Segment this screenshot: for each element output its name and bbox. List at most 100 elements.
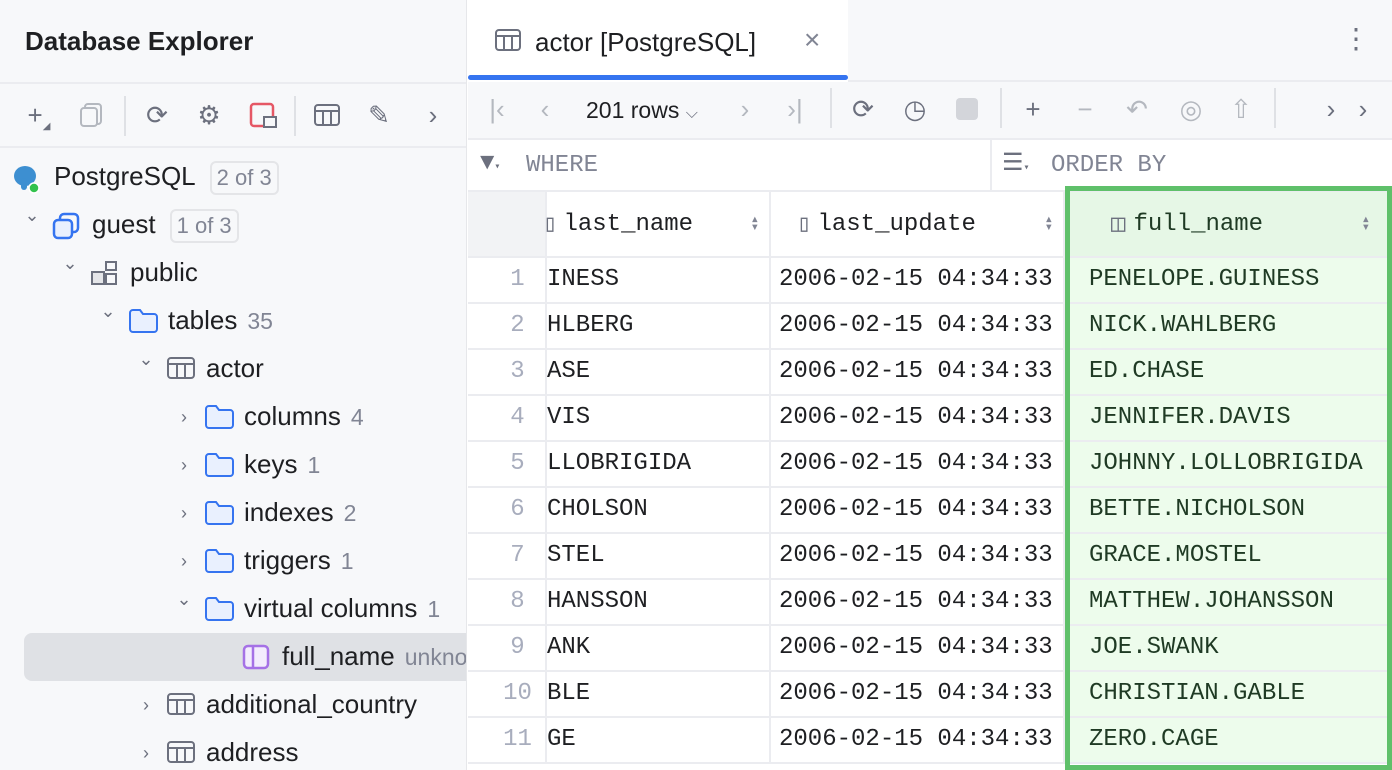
history-icon[interactable]: ◷ [903, 93, 927, 124]
order-by-input[interactable]: ORDER BY [1051, 152, 1167, 179]
cell-last-update[interactable]: 2006-02-15 04:34:33 [771, 488, 1065, 534]
cell-last-update[interactable]: 2006-02-15 04:34:33 [771, 304, 1065, 350]
cell-last-name[interactable]: BLE [547, 672, 771, 718]
chevron-down-icon[interactable]: ⌄ [138, 349, 154, 369]
pencil-icon[interactable]: ✎ [368, 99, 390, 130]
last-page-icon[interactable]: ›| [787, 93, 803, 124]
tree-item-actor[interactable]: ⌄ actor [0, 345, 466, 393]
disconnect-icon[interactable] [246, 98, 280, 132]
cell-last-name[interactable]: STEL [547, 534, 771, 580]
cell-last-update[interactable]: 2006-02-15 04:34:33 [771, 442, 1065, 488]
cell-last-update[interactable]: 2006-02-15 04:34:33 [771, 396, 1065, 442]
more-icon[interactable]: ⋮ [1342, 23, 1370, 54]
cell-last-name[interactable]: VIS [547, 396, 771, 442]
chevron-right-icon[interactable]: › [181, 454, 187, 475]
chevron-down-icon[interactable]: ⌄ [24, 205, 40, 225]
cell-full-name[interactable]: JOHNNY.LOLLOBRIGIDA [1065, 442, 1392, 488]
previous-page-icon[interactable]: ‹ [540, 93, 550, 124]
sort-icon[interactable]: ▴ ▾ [1361, 212, 1370, 236]
chevron-right-icon[interactable]: › [1326, 93, 1336, 124]
tree-item-full-name[interactable]: full_name unknown [24, 633, 466, 681]
column-header-full-name[interactable]: ◫ full_name ▴ ▾ [1065, 192, 1392, 258]
chevron-down-icon: ⌵ [685, 105, 698, 122]
cell-last-update[interactable]: 2006-02-15 04:34:33 [771, 626, 1065, 672]
sort-icon[interactable]: ▴ ▾ [750, 212, 759, 236]
chevron-right-icon[interactable]: › [428, 99, 438, 130]
cell-full-name[interactable]: GRACE.MOSTEL [1065, 534, 1392, 580]
add-icon[interactable]: + ◢ [27, 99, 51, 133]
cell-full-name[interactable]: PENELOPE.GUINESS [1065, 258, 1392, 304]
cell-full-name[interactable]: BETTE.NICHOLSON [1065, 488, 1392, 534]
cell-last-name[interactable]: INESS [547, 258, 771, 304]
refresh-icon[interactable]: ⟳ [146, 99, 168, 130]
stop-icon[interactable] [950, 92, 984, 126]
submit-icon[interactable]: ⇧ [1230, 93, 1252, 124]
cell-last-name[interactable]: HLBERG [547, 304, 771, 350]
chevron-down-icon[interactable]: ⌄ [176, 589, 192, 609]
tree-item-columns[interactable]: › columns 4 [0, 393, 466, 441]
cell-full-name[interactable]: MATTHEW.JOHANSSON [1065, 580, 1392, 626]
cell-last-update[interactable]: 2006-02-15 04:34:33 [771, 534, 1065, 580]
chevron-right-icon[interactable]: › [143, 742, 149, 763]
cell-last-name[interactable]: GE [547, 718, 771, 764]
chevron-right-icon[interactable]: › [181, 550, 187, 571]
tree-item-label: tables [168, 305, 238, 335]
cell-last-name[interactable]: ASE [547, 350, 771, 396]
where-input[interactable]: WHERE [526, 152, 599, 179]
refresh-icon[interactable]: ⟳ [852, 93, 874, 124]
sort-icon[interactable]: ☰▾ [1002, 151, 1030, 178]
gear-icon[interactable]: ⚙ [197, 99, 221, 130]
filter-bar: ▼▾ WHERE ☰▾ ORDER BY [468, 140, 1392, 192]
chevron-down-icon[interactable]: ⌄ [62, 253, 78, 273]
schema-icon [90, 260, 118, 286]
copy-icon[interactable] [74, 98, 108, 132]
close-icon[interactable]: × [804, 24, 821, 55]
cell-last-update[interactable]: 2006-02-15 04:34:33 [771, 580, 1065, 626]
tree-item-public[interactable]: ⌄ public [0, 249, 466, 297]
tree-item-guest[interactable]: ⌄ guest 1 of 3 [0, 201, 466, 249]
chevron-right-icon[interactable]: › [1358, 93, 1368, 124]
table-icon[interactable] [310, 98, 344, 132]
cell-last-name[interactable]: LLOBRIGIDA [547, 442, 771, 488]
chevron-right-icon[interactable]: › [181, 406, 187, 427]
cell-full-name[interactable]: JOE.SWANK [1065, 626, 1392, 672]
tree-item-address[interactable]: › address [0, 729, 466, 770]
rows-count-dropdown[interactable]: 201 rows ⌵ [586, 97, 698, 124]
tree-item-virtual-columns[interactable]: ⌄ virtual columns 1 [0, 585, 466, 633]
cell-full-name[interactable]: ED.CHASE [1065, 350, 1392, 396]
tree-item-additional-country[interactable]: › additional_country [0, 681, 466, 729]
tree-item-label: actor [206, 353, 264, 383]
folder-icon [204, 452, 234, 478]
chevron-right-icon[interactable]: › [143, 694, 149, 715]
column-header-last-update[interactable]: ▯ last_update ▴ ▾ [771, 192, 1065, 258]
tab-actor[interactable]: actor [PostgreSQL] × [468, 0, 848, 82]
sort-icon[interactable]: ▴ ▾ [1044, 212, 1053, 236]
chevron-right-icon[interactable]: › [181, 502, 187, 523]
cell-last-update[interactable]: 2006-02-15 04:34:33 [771, 258, 1065, 304]
cell-full-name[interactable]: CHRISTIAN.GABLE [1065, 672, 1392, 718]
cell-full-name[interactable]: JENNIFER.DAVIS [1065, 396, 1392, 442]
column-header-last-name[interactable]: ▯ last_name ▴ ▾ [543, 192, 771, 258]
delete-row-icon[interactable]: − [1077, 93, 1093, 124]
tree-item-triggers[interactable]: › triggers 1 [0, 537, 466, 585]
tree-item-tables[interactable]: ⌄ tables 35 [0, 297, 466, 345]
chevron-down-icon[interactable]: ⌄ [100, 301, 116, 321]
cell-last-update[interactable]: 2006-02-15 04:34:33 [771, 672, 1065, 718]
cell-last-update[interactable]: 2006-02-15 04:34:33 [771, 350, 1065, 396]
filter-icon[interactable]: ▼▾ [480, 150, 501, 177]
cell-full-name[interactable]: NICK.WAHLBERG [1065, 304, 1392, 350]
cell-full-name[interactable]: ZERO.CAGE [1065, 718, 1392, 764]
first-page-icon[interactable]: |‹ [489, 93, 505, 124]
next-page-icon[interactable]: › [740, 93, 750, 124]
tree-item-keys[interactable]: › keys 1 [0, 441, 466, 489]
cell-last-update[interactable]: 2006-02-15 04:34:33 [771, 718, 1065, 764]
row-number: 9 [468, 626, 547, 672]
cell-last-name[interactable]: CHOLSON [547, 488, 771, 534]
cell-last-name[interactable]: ANK [547, 626, 771, 672]
add-row-icon[interactable]: + [1025, 93, 1041, 124]
revert-icon[interactable]: ↶ [1126, 93, 1148, 124]
cell-last-name[interactable]: HANSSON [547, 580, 771, 626]
tree-item-indexes[interactable]: › indexes 2 [0, 489, 466, 537]
preview-changes-icon[interactable]: ◎ [1179, 93, 1203, 124]
tree-item-PostgreSQL[interactable]: PostgreSQL 2 of 3 [0, 153, 466, 201]
